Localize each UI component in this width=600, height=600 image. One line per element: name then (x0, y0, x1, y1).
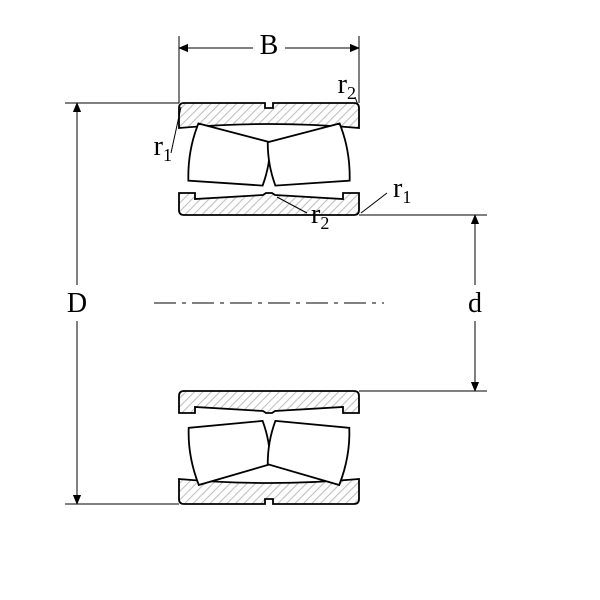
label-r1-left: r1 (154, 131, 172, 165)
label-D: D (67, 288, 87, 319)
bearing-diagram: DdBr2r1r2r1 (0, 0, 600, 600)
label-B: B (260, 30, 279, 61)
label-d: d (468, 288, 482, 319)
label-r2-top: r2 (338, 69, 356, 103)
label-r1-right: r1 (393, 173, 411, 207)
